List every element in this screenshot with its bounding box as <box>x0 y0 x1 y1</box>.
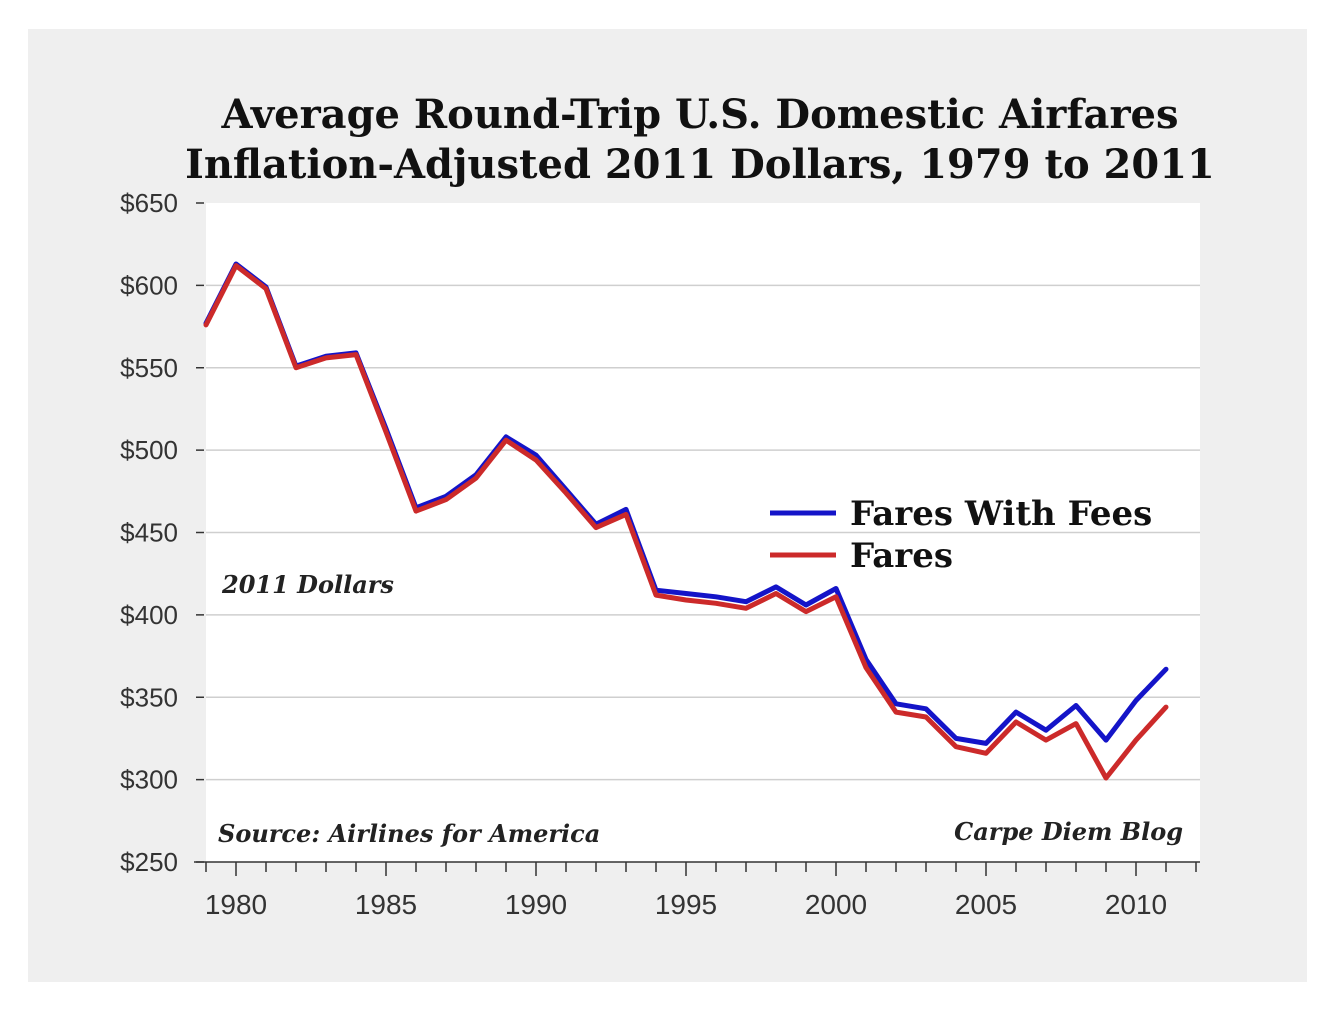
y-tick-label: $500 <box>120 435 178 465</box>
y-tick-label: $450 <box>120 518 178 548</box>
legend-label-fares-with-fees: Fares With Fees <box>850 494 1152 534</box>
x-tick-label: 1980 <box>205 889 267 920</box>
chart-subtitle: Inflation-Adjusted 2011 Dollars, 1979 to… <box>185 141 1215 188</box>
y-tick-label: $250 <box>120 847 178 877</box>
y-tick-label: $550 <box>120 353 178 383</box>
legend-label-fares: Fares <box>850 536 953 576</box>
x-axis: 1980 1985 1990 1995 2000 2005 2010 <box>194 861 1200 920</box>
chart-title: Average Round-Trip U.S. Domestic Airfare… <box>220 91 1178 138</box>
y-tick-label: $600 <box>120 270 178 300</box>
y-tick-label: $300 <box>120 765 178 795</box>
x-tick-label: 1990 <box>505 889 567 920</box>
x-tick-label: 1985 <box>355 889 417 920</box>
x-tick-label: 2000 <box>805 889 867 920</box>
annotation-blog: Carpe Diem Blog <box>954 817 1183 846</box>
series-lines <box>203 261 1169 781</box>
x-tick-label: 1995 <box>655 889 717 920</box>
gridlines <box>206 284 1200 781</box>
x-tick-label: 2005 <box>955 889 1017 920</box>
legend: Fares With Fees Fares <box>770 494 1152 576</box>
y-tick-label: $400 <box>120 600 178 630</box>
annotation-units: 2011 Dollars <box>221 570 394 599</box>
x-tick-label: 2010 <box>1105 889 1167 920</box>
y-tick-label: $350 <box>120 682 178 712</box>
y-axis: $250 $300 $350 $400 $450 $500 $550 $600 $650 <box>120 188 204 877</box>
y-tick-label: $650 <box>120 188 178 218</box>
annotation-source: Source: Airlines for America <box>218 819 600 848</box>
